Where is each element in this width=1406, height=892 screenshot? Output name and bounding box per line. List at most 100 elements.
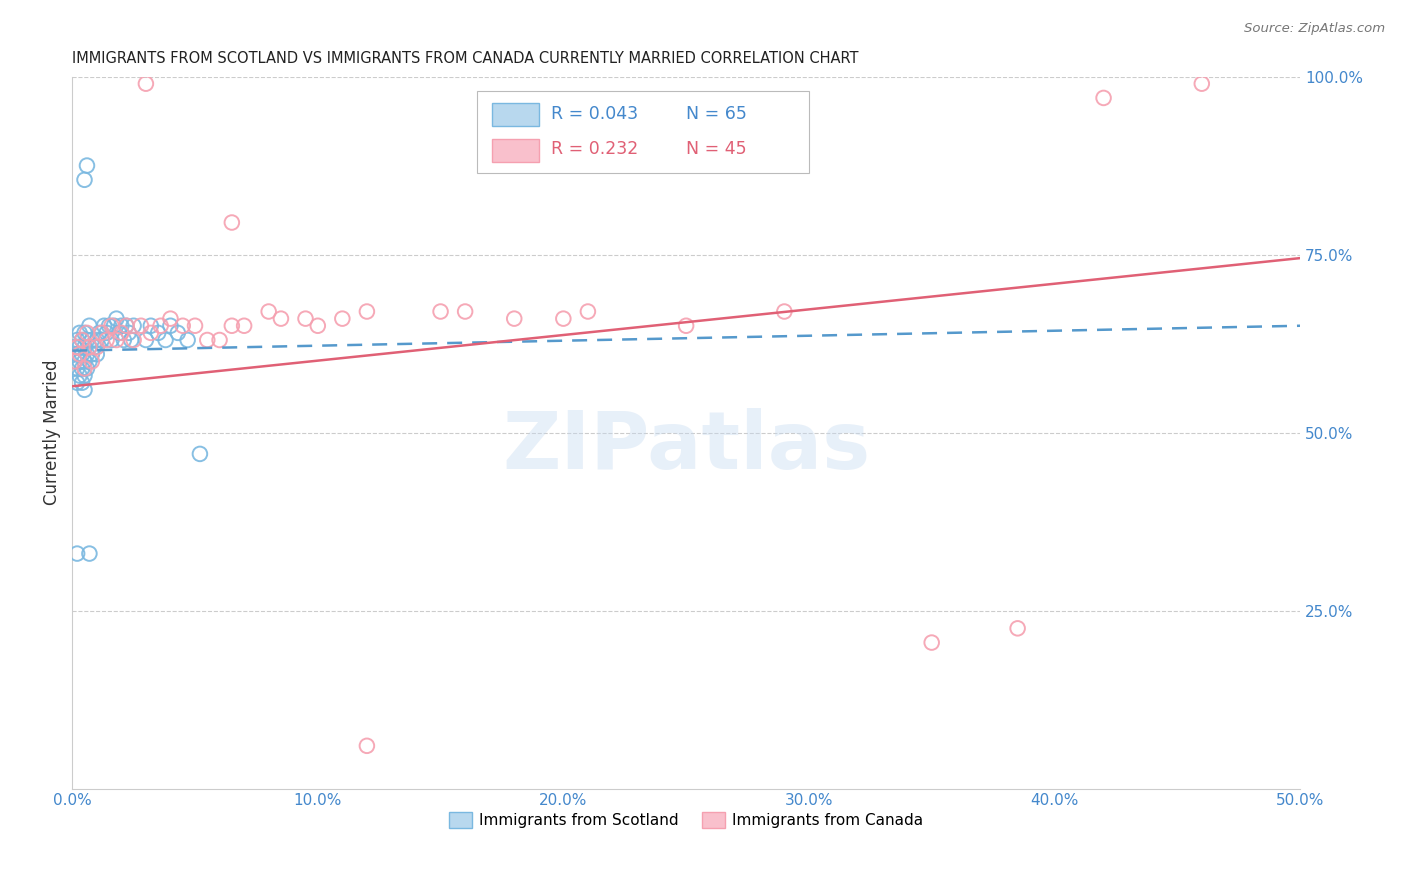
Point bbox=[73, 326, 96, 340]
Point bbox=[66, 361, 89, 376]
Point bbox=[76, 361, 98, 376]
Point bbox=[73, 354, 96, 368]
Legend: Immigrants from Scotland, Immigrants from Canada: Immigrants from Scotland, Immigrants fro… bbox=[443, 806, 929, 834]
Text: ZIPatlas: ZIPatlas bbox=[502, 408, 870, 486]
Text: N = 45: N = 45 bbox=[686, 140, 747, 158]
Point bbox=[63, 340, 86, 354]
Point bbox=[553, 311, 575, 326]
Point bbox=[76, 326, 98, 340]
Point bbox=[270, 311, 292, 326]
Point bbox=[208, 333, 231, 347]
Point bbox=[80, 333, 103, 347]
Point bbox=[79, 354, 101, 368]
Point bbox=[100, 318, 122, 333]
Point bbox=[63, 354, 86, 368]
Point bbox=[172, 318, 194, 333]
Point bbox=[76, 347, 98, 361]
Point bbox=[96, 333, 118, 347]
Point bbox=[921, 635, 943, 649]
Point bbox=[96, 326, 118, 340]
Point bbox=[108, 326, 131, 340]
Point bbox=[90, 326, 112, 340]
Point bbox=[294, 311, 316, 326]
Text: R = 0.232: R = 0.232 bbox=[551, 140, 638, 158]
Point bbox=[93, 318, 115, 333]
Point bbox=[79, 547, 101, 561]
Point bbox=[79, 340, 101, 354]
Point bbox=[86, 347, 108, 361]
Point bbox=[454, 304, 477, 318]
Point bbox=[330, 311, 353, 326]
Point bbox=[129, 318, 152, 333]
Point bbox=[66, 347, 89, 361]
Point bbox=[110, 326, 132, 340]
Point bbox=[221, 215, 243, 229]
Point bbox=[80, 347, 103, 361]
Point bbox=[103, 318, 125, 333]
Point bbox=[66, 376, 89, 390]
Point bbox=[122, 333, 145, 347]
Point bbox=[66, 333, 89, 347]
Point bbox=[122, 318, 145, 333]
Point bbox=[1191, 77, 1213, 91]
Point bbox=[86, 333, 108, 347]
Point bbox=[69, 326, 91, 340]
Point bbox=[66, 340, 89, 354]
Point bbox=[221, 318, 243, 333]
Point bbox=[76, 333, 98, 347]
Point bbox=[576, 304, 599, 318]
Point bbox=[115, 318, 138, 333]
Point bbox=[118, 326, 141, 340]
Point bbox=[66, 547, 89, 561]
Point bbox=[70, 376, 93, 390]
Point bbox=[80, 354, 103, 368]
Point bbox=[139, 326, 162, 340]
Point bbox=[675, 318, 697, 333]
Point bbox=[233, 318, 256, 333]
Text: Source: ZipAtlas.com: Source: ZipAtlas.com bbox=[1244, 22, 1385, 36]
Point bbox=[90, 333, 112, 347]
Point bbox=[356, 304, 378, 318]
Point bbox=[188, 447, 211, 461]
Text: N = 65: N = 65 bbox=[686, 105, 747, 123]
Point bbox=[176, 333, 198, 347]
Point bbox=[89, 326, 111, 340]
Point bbox=[166, 326, 188, 340]
Point bbox=[105, 333, 128, 347]
Point bbox=[112, 333, 135, 347]
Point bbox=[159, 311, 181, 326]
Point bbox=[184, 318, 207, 333]
Point bbox=[70, 333, 93, 347]
FancyBboxPatch shape bbox=[492, 138, 538, 162]
Point bbox=[149, 318, 172, 333]
Point bbox=[503, 311, 526, 326]
Point bbox=[86, 340, 108, 354]
Point bbox=[73, 383, 96, 397]
FancyBboxPatch shape bbox=[478, 91, 808, 173]
Point bbox=[73, 340, 96, 354]
Y-axis label: Currently Married: Currently Married bbox=[44, 359, 60, 505]
FancyBboxPatch shape bbox=[492, 103, 538, 127]
Point bbox=[69, 354, 91, 368]
Point bbox=[257, 304, 280, 318]
Point bbox=[135, 333, 157, 347]
Point bbox=[1007, 621, 1029, 635]
Point bbox=[105, 311, 128, 326]
Point bbox=[63, 354, 86, 368]
Point bbox=[148, 326, 170, 340]
Point bbox=[98, 318, 121, 333]
Point bbox=[76, 159, 98, 173]
Point bbox=[195, 333, 218, 347]
Point bbox=[356, 739, 378, 753]
Point bbox=[110, 318, 132, 333]
Point bbox=[73, 173, 96, 187]
Point bbox=[115, 318, 138, 333]
Point bbox=[429, 304, 451, 318]
Point bbox=[69, 368, 91, 383]
Point bbox=[139, 318, 162, 333]
Point bbox=[135, 77, 157, 91]
Point bbox=[773, 304, 796, 318]
Text: IMMIGRANTS FROM SCOTLAND VS IMMIGRANTS FROM CANADA CURRENTLY MARRIED CORRELATION: IMMIGRANTS FROM SCOTLAND VS IMMIGRANTS F… bbox=[72, 51, 859, 66]
Point bbox=[70, 347, 93, 361]
Point bbox=[120, 333, 142, 347]
